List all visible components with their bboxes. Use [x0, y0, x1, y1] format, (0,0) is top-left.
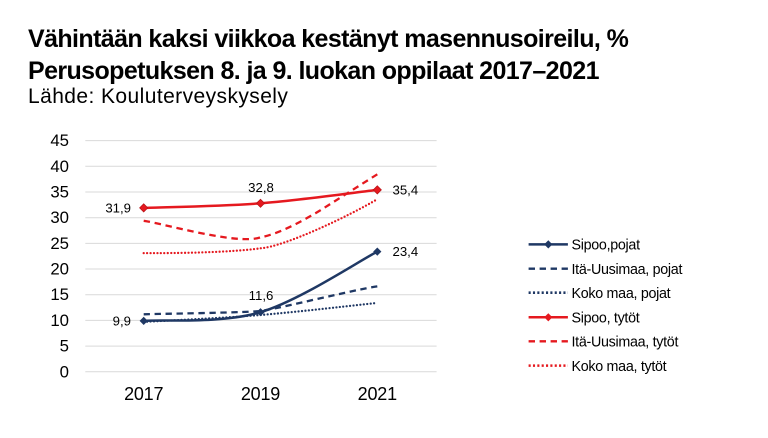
svg-text:10: 10	[50, 311, 69, 330]
svg-text:35: 35	[50, 183, 69, 202]
svg-text:2019: 2019	[241, 384, 280, 404]
svg-text:Sipoo,pojat: Sipoo,pojat	[572, 238, 641, 254]
svg-text:11,6: 11,6	[249, 288, 274, 303]
svg-text:15: 15	[50, 285, 69, 304]
svg-text:20: 20	[50, 260, 69, 279]
svg-text:Itä-Uusimaa, pojat: Itä-Uusimaa, pojat	[572, 262, 683, 278]
svg-text:2021: 2021	[358, 384, 397, 404]
svg-text:40: 40	[50, 157, 69, 176]
svg-text:Sipoo, tytöt: Sipoo, tytöt	[572, 311, 640, 327]
svg-text:2017: 2017	[124, 384, 163, 404]
svg-text:45: 45	[50, 131, 69, 150]
svg-text:32,8: 32,8	[248, 180, 274, 195]
svg-text:30: 30	[50, 208, 69, 227]
svg-text:0: 0	[60, 362, 69, 381]
svg-text:9,9: 9,9	[113, 313, 131, 328]
svg-text:Itä-Uusimaa, tytöt: Itä-Uusimaa, tytöt	[572, 335, 679, 351]
svg-text:25: 25	[50, 234, 69, 253]
svg-text:35,4: 35,4	[393, 183, 419, 198]
svg-text:23,4: 23,4	[393, 244, 419, 259]
svg-text:5: 5	[60, 337, 69, 356]
svg-text:Koko maa, pojat: Koko maa, pojat	[572, 286, 671, 302]
svg-text:31,9: 31,9	[105, 200, 131, 215]
svg-text:Koko maa, tytöt: Koko maa, tytöt	[572, 359, 667, 375]
